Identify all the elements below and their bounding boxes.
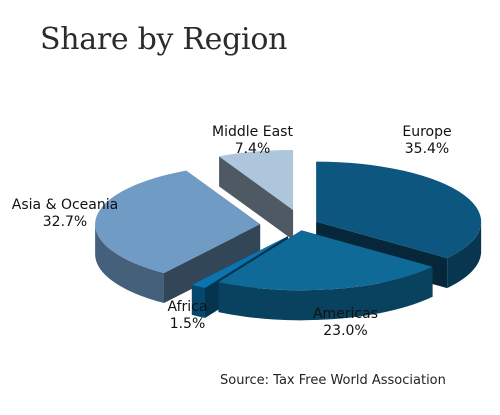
label-middle-east-value: 7.4% bbox=[234, 141, 271, 157]
slice-asia-oceania bbox=[95, 170, 261, 304]
slice-africa-rim-0 bbox=[191, 284, 205, 318]
slice-middle-east bbox=[219, 149, 294, 240]
slice-africa-top bbox=[191, 236, 289, 288]
slice-americas-top bbox=[218, 230, 433, 291]
label-americas-value: 23.0% bbox=[323, 323, 368, 339]
source-note: Source: Tax Free World Association bbox=[220, 373, 446, 388]
label-asia-oceania-value: 32.7% bbox=[42, 214, 88, 230]
slice-asia-oceania-wall-start bbox=[163, 224, 261, 304]
label-americas-name: Americas bbox=[312, 306, 379, 322]
slice-middle-east-top bbox=[219, 149, 294, 210]
label-africa: Africa 1.5% bbox=[150, 299, 225, 333]
slice-europe-rim-0 bbox=[447, 221, 482, 289]
label-africa-value: 1.5% bbox=[169, 316, 206, 332]
slice-americas bbox=[218, 230, 433, 321]
label-middle-east: Middle East 7.4% bbox=[200, 124, 305, 158]
label-europe-name: Europe bbox=[402, 124, 452, 140]
slice-europe-top bbox=[316, 161, 482, 259]
label-asia-oceania: Asia & Oceania 32.7% bbox=[0, 197, 130, 231]
slice-asia-oceania-rim-0 bbox=[95, 224, 164, 304]
slice-asia-oceania-top bbox=[95, 170, 261, 274]
label-europe: Europe 35.4% bbox=[382, 124, 472, 158]
label-asia-oceania-name: Asia & Oceania bbox=[11, 197, 119, 213]
chart-title: Share by Region bbox=[40, 22, 288, 57]
label-europe-value: 35.4% bbox=[404, 141, 450, 157]
label-americas: Americas 23.0% bbox=[298, 306, 393, 340]
label-middle-east-name: Middle East bbox=[212, 124, 293, 140]
slice-americas-rim-0 bbox=[218, 266, 433, 321]
slice-middle-east-wall-start bbox=[219, 156, 294, 240]
label-africa-name: Africa bbox=[167, 299, 208, 315]
